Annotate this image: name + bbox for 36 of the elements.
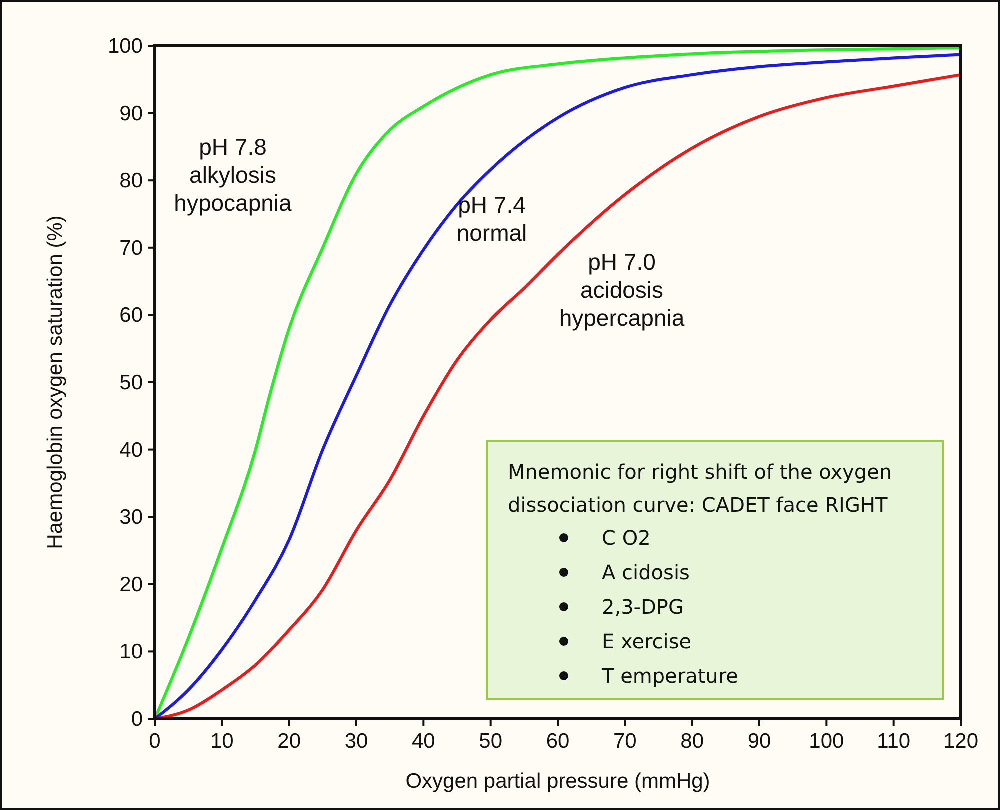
x-tick-label: 40: [412, 730, 436, 753]
y-tick-label: 100: [108, 35, 143, 58]
annotation: E xercise: [602, 630, 692, 654]
annotation: dissociation curve: CADET face RIGHT: [508, 493, 888, 517]
y-tick-label: 70: [120, 236, 143, 260]
x-tick-label: 60: [546, 730, 570, 753]
x-tick-label: 30: [344, 730, 368, 753]
annotation: T emperature: [601, 664, 738, 688]
series-label: pH 7.0 acidosis hypercapnia: [559, 249, 685, 331]
x-tick-label: 110: [877, 730, 911, 753]
x-axis-title: Oxygen partial pressure (mmHg): [406, 770, 710, 793]
y-tick-label: 30: [120, 506, 143, 530]
annotation: 2,3-DPG: [602, 595, 684, 619]
x-tick-label: 70: [613, 730, 637, 753]
y-tick-label: 0: [131, 708, 143, 731]
x-tick-label: 80: [680, 730, 704, 753]
x-tick-label: 90: [748, 730, 772, 753]
series-label: pH 7.4 normal: [456, 192, 528, 246]
y-tick-label: 90: [120, 102, 143, 126]
annotation: A cidosis: [602, 560, 690, 584]
annotation: Mnemonic for right shift of the oxygen: [508, 460, 892, 484]
y-tick-label: 10: [120, 640, 143, 664]
x-tick-label: 50: [479, 730, 503, 753]
y-tick-label: 60: [120, 304, 143, 328]
y-tick-label: 40: [120, 438, 143, 462]
x-tick-label: 0: [149, 730, 161, 753]
y-tick-label: 20: [120, 573, 143, 596]
series-label: pH 7.8 alkylosis hypocapnia: [174, 134, 292, 216]
y-tick-label: 80: [120, 170, 143, 193]
y-tick-label: 50: [120, 372, 143, 394]
x-tick-label: 10: [210, 730, 234, 753]
y-axis-title: Haemoglobin oxygen saturation (%): [44, 216, 67, 550]
x-tick-label: 120: [943, 730, 979, 753]
annotation: C O2: [602, 526, 651, 550]
x-tick-label: 20: [278, 730, 302, 753]
x-tick-label: 100: [809, 730, 844, 753]
